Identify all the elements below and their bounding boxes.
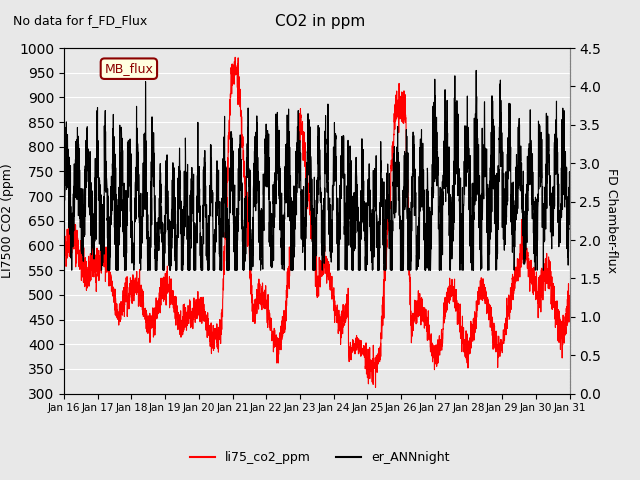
li75_co2_ppm — [489, 324, 497, 330]
Line: er_ANNnight: er_ANNnight — [64, 71, 570, 270]
li75_co2_ppm — [561, 340, 568, 346]
Text: MB_flux: MB_flux — [104, 62, 154, 75]
er_ANNnight — [458, 267, 466, 273]
Y-axis label: FD Chamber-flux: FD Chamber-flux — [605, 168, 618, 273]
Text: No data for f_FD_Flux: No data for f_FD_Flux — [13, 14, 147, 27]
li75_co2_ppm — [231, 54, 239, 60]
er_ANNnight — [164, 227, 172, 232]
er_ANNnight — [561, 108, 568, 114]
li75_co2_ppm — [566, 293, 573, 299]
er_ANNnight — [60, 190, 68, 195]
li75_co2_ppm — [381, 250, 389, 256]
li75_co2_ppm — [426, 333, 434, 338]
er_ANNnight — [472, 68, 480, 73]
er_ANNnight — [566, 215, 573, 221]
Legend: li75_co2_ppm, er_ANNnight: li75_co2_ppm, er_ANNnight — [186, 446, 454, 469]
er_ANNnight — [426, 267, 434, 273]
Y-axis label: LI7500 CO2 (ppm): LI7500 CO2 (ppm) — [1, 163, 13, 278]
Line: li75_co2_ppm: li75_co2_ppm — [64, 57, 570, 387]
er_ANNnight — [381, 257, 389, 263]
li75_co2_ppm — [164, 282, 172, 288]
li75_co2_ppm — [458, 334, 466, 339]
Text: CO2 in ppm: CO2 in ppm — [275, 14, 365, 29]
er_ANNnight — [489, 98, 497, 104]
li75_co2_ppm — [60, 248, 68, 253]
er_ANNnight — [68, 267, 76, 273]
li75_co2_ppm — [372, 384, 380, 390]
